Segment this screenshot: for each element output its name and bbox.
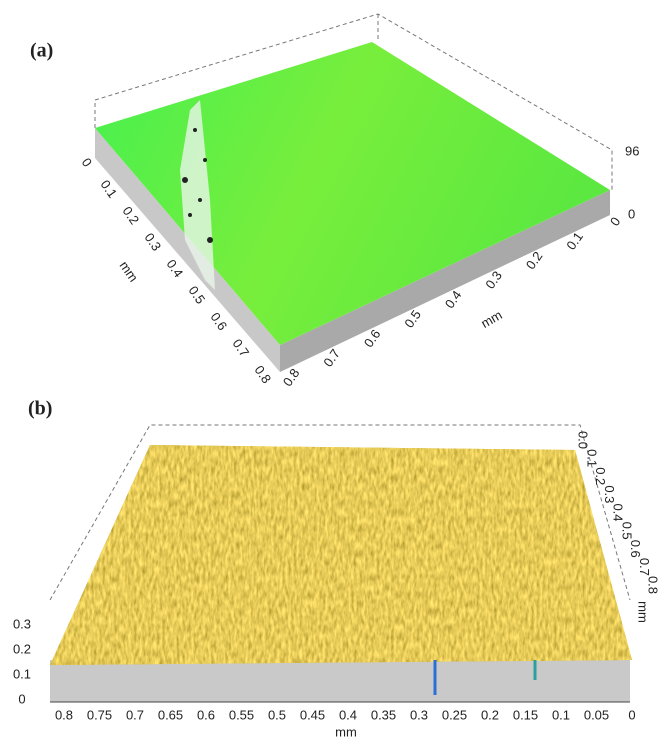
axis-title: mm <box>335 724 357 739</box>
left-tick-label: 0.7 <box>230 336 253 359</box>
x-tick-label: 0.25 <box>442 707 467 722</box>
z-tick-label: 96 <box>625 143 639 158</box>
left-tick-label: 0.8 <box>252 363 275 386</box>
panel-label: (a) <box>30 40 53 62</box>
x-tick-label: 0.1 <box>552 707 570 722</box>
right-tick-label: 0.1 <box>584 449 599 467</box>
x-tick-label: 0.5 <box>268 707 286 722</box>
z-tick-label: 0 <box>628 206 635 221</box>
right-tick-label: 0.4 <box>611 503 626 521</box>
x-tick-label: 0 <box>628 707 635 722</box>
left-tick-label: 0 <box>79 155 95 170</box>
x-tick-label: 0.6 <box>197 707 215 722</box>
right-tick-label: 0.5 <box>619 522 634 540</box>
panel-a: (a) <box>30 13 613 372</box>
z-tick-label: 0.2 <box>13 641 31 656</box>
z-tick-label: 0.1 <box>13 666 31 681</box>
panel-label: (b) <box>28 398 52 420</box>
right-tick-label: 0.6 <box>628 540 643 558</box>
x-tick-label: 0.3 <box>410 707 428 722</box>
x-tick-label: 0.2 <box>481 707 499 722</box>
x-tick-label: 0.7 <box>126 707 144 722</box>
x-tick-label: 0.35 <box>371 707 396 722</box>
z-tick-label: 0.3 <box>13 616 31 631</box>
right-tick-label: 0.0 <box>576 431 591 449</box>
x-tick-label: 0.05 <box>584 707 609 722</box>
defect-spots <box>182 128 213 243</box>
right-tick-label: 0.7 <box>637 558 652 576</box>
side-wall <box>280 190 610 372</box>
axis-title: mm <box>478 307 504 331</box>
left-tick-label: 0.4 <box>164 257 187 280</box>
x-tick-label: 0.15 <box>513 707 538 722</box>
defect <box>180 100 215 290</box>
right-tick-label: 0 <box>607 214 623 229</box>
right-tick-label: 0.2 <box>593 467 608 485</box>
z-tick-label: 0 <box>18 691 25 706</box>
side-wall <box>50 660 630 702</box>
x-tick-label: 0.4 <box>339 707 357 722</box>
x-tick-label: 0.55 <box>229 707 254 722</box>
x-tick-label: 0.8 <box>55 707 73 722</box>
surface <box>95 42 610 345</box>
bounding-box <box>49 424 631 601</box>
axis-title: mm <box>636 601 651 623</box>
left-tick-label: 0.6 <box>208 310 231 333</box>
panel-b: (b) <box>28 398 632 703</box>
x-tick-label: 0.65 <box>158 707 183 722</box>
x-tick-label: 0.45 <box>300 707 325 722</box>
axis-title: mm <box>117 258 142 284</box>
surface-texture <box>50 445 632 665</box>
x-tick-label: 0.75 <box>87 707 112 722</box>
side-wall <box>95 128 280 372</box>
right-tick-label: 0.8 <box>646 576 661 594</box>
left-tick-label: 0.5 <box>186 283 209 306</box>
right-tick-label: 0.3 <box>602 485 617 503</box>
